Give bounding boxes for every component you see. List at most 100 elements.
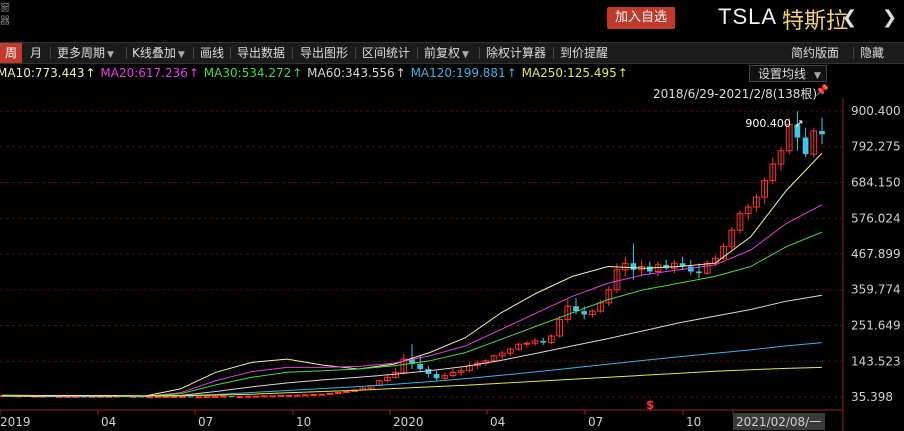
chart-toolbar: 周 月 更多周期 ▼ K线叠加 ▼ 画线 导出数据 导出图形 区间统计 前复权 ▼ 除…	[0, 42, 904, 64]
candle-body	[777, 150, 785, 165]
candle-body	[252, 395, 260, 398]
toolbar-divider	[126, 47, 127, 59]
ma-legend-ma10: MA10:773.443	[0, 66, 85, 80]
ma-legend-arrow: ↑	[506, 66, 517, 80]
candle-body	[457, 370, 465, 373]
candle-body	[244, 395, 252, 398]
candle-body	[228, 396, 235, 398]
candle-body	[720, 246, 727, 259]
x-tick-label: 10	[296, 415, 311, 429]
kline-overlay-label: K线叠加	[132, 46, 176, 60]
candle-body	[613, 269, 621, 291]
y-tick-label: 467.899	[851, 247, 901, 261]
candle-body	[474, 362, 481, 367]
ma-legend-arrow: ↑	[188, 66, 199, 80]
ex-rights-calculator-button[interactable]: 除权计算器	[486, 46, 547, 60]
candle-body	[703, 262, 711, 274]
ma-line-ma30	[2, 231, 823, 397]
candle-body	[154, 395, 162, 398]
y-tick-label: 359.774	[851, 283, 901, 297]
candle-body	[515, 343, 522, 350]
x-tick-label: 07	[198, 415, 213, 429]
draw-line-button[interactable]: 画线	[200, 46, 225, 60]
candle-body	[654, 264, 662, 272]
candle-body	[269, 395, 276, 398]
more-periods-menu[interactable]: 更多周期 ▼	[57, 43, 114, 63]
toolbar-divider	[355, 47, 356, 59]
export-data-button[interactable]: 导出数据	[237, 46, 286, 60]
candle-body	[696, 271, 702, 274]
candle-body	[122, 396, 128, 398]
export-image-button[interactable]: 导出图形	[300, 46, 349, 60]
header-glyph: 器	[0, 16, 10, 27]
candle-body	[81, 396, 87, 398]
next-stock-icon[interactable]: ❯	[882, 7, 898, 28]
candle-body	[744, 206, 752, 215]
more-periods-label: 更多周期	[57, 46, 106, 60]
x-tick-label: 2020	[393, 415, 424, 429]
candle-body	[597, 302, 604, 312]
candle-body	[785, 123, 793, 152]
ma-legend-ma30: MA30:534.272	[203, 66, 292, 80]
range-stats-button[interactable]: 区间统计	[362, 46, 411, 60]
period-month-tab[interactable]: 月	[30, 46, 43, 60]
candle-body	[326, 392, 334, 395]
forward-adjust-menu[interactable]: 前复权 ▼	[424, 43, 469, 63]
candle-body	[138, 396, 145, 398]
candle-body	[810, 130, 818, 155]
simple-layout-button[interactable]: 简约版面	[791, 46, 840, 60]
previous-stock-icon[interactable]: ❮	[842, 7, 858, 28]
caret-down-icon: ▼	[177, 50, 185, 60]
candle-body	[97, 395, 104, 398]
candle-body	[621, 262, 629, 271]
candle-body	[334, 392, 342, 395]
add-to-watchlist-button[interactable]: 加入自选	[607, 7, 675, 29]
candle-body	[400, 358, 408, 373]
high-price-annotation: 900.400 ↗	[745, 117, 803, 130]
ma-legend-arrow: ↑	[85, 66, 96, 80]
candle-body	[761, 180, 768, 198]
kline-overlay-menu[interactable]: K线叠加 ▼	[132, 43, 185, 63]
candle-body	[728, 229, 736, 248]
y-tick-label: 143.523	[851, 354, 901, 368]
candle-body	[630, 263, 637, 270]
y-tick-label: 792.275	[851, 140, 901, 154]
candle-body	[507, 348, 514, 354]
x-tick-label: 04	[490, 415, 505, 429]
candle-body	[113, 395, 121, 398]
y-tick-label: 684.150	[851, 175, 901, 189]
ma-legend: MA10:773.443↑ MA20:617.236↑ MA30:534.272…	[0, 64, 629, 82]
candle-body	[72, 395, 80, 398]
candle-body	[449, 371, 457, 377]
ma-legend-arrow: ↑	[617, 66, 628, 80]
set-ma-label: 设置均线	[758, 67, 807, 81]
candle-body	[548, 335, 555, 344]
y-tick-label: 35.398	[851, 390, 893, 404]
toolbar-divider	[193, 47, 194, 59]
set-moving-average-dropdown[interactable]: 设置均线 ▼	[749, 65, 827, 82]
candle-body	[466, 365, 473, 372]
period-week-tab[interactable]: 周	[0, 43, 22, 63]
forward-adjust-label: 前复权	[424, 46, 461, 60]
pin-icon[interactable]: 📌	[815, 84, 829, 97]
candle-body	[343, 391, 350, 394]
candle-body	[663, 264, 670, 269]
date-range-label: 2018/6/29-2021/2/8(138根)	[653, 87, 818, 101]
candle-body	[23, 395, 30, 397]
y-tick-label: 576.024	[851, 211, 901, 225]
candle-body	[170, 395, 178, 398]
hide-button[interactable]: 隐藏	[860, 46, 885, 60]
candle-body	[409, 359, 415, 365]
toolbar-divider	[230, 47, 231, 59]
ma-line-ma10	[1, 152, 823, 397]
price-alert-button[interactable]: 到价提醒	[560, 46, 609, 60]
caret-down-icon: ▼	[814, 71, 821, 81]
candle-body	[7, 395, 14, 397]
ma-line-ma20	[2, 204, 823, 397]
ma-line-ma120	[1, 342, 823, 397]
ma-line-ma250	[1, 366, 823, 397]
x-tick-label: 07	[588, 415, 603, 429]
candle-body	[211, 395, 219, 398]
caret-down-icon: ▼	[462, 50, 469, 60]
candle-body	[318, 393, 326, 396]
